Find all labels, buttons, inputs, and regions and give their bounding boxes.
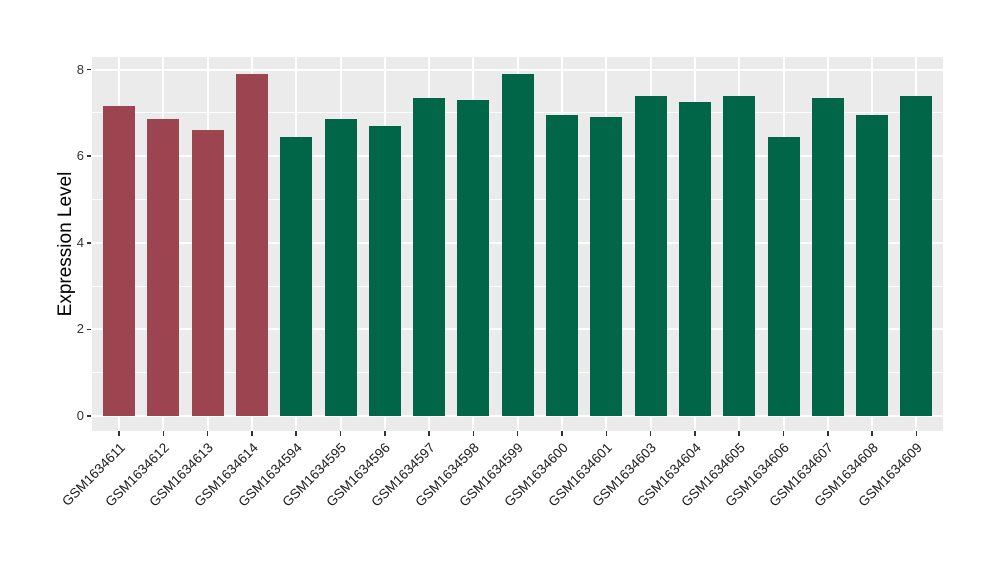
bar-GSM1634612 <box>147 119 180 416</box>
bar-GSM1634605 <box>723 95 756 416</box>
x-tick-mark <box>871 431 873 436</box>
x-tick-mark <box>516 431 519 436</box>
bar-GSM1634597 <box>413 97 446 416</box>
x-tick-mark <box>472 431 475 436</box>
x-tick-mark <box>295 431 297 436</box>
bar-GSM1634608 <box>856 115 889 416</box>
bar-GSM1634594 <box>280 136 313 416</box>
y-tick-mark <box>87 242 91 244</box>
bar-GSM1634599 <box>501 73 534 416</box>
bar-GSM1634613 <box>191 130 224 416</box>
x-tick-mark <box>162 431 165 436</box>
y-tick-mark <box>87 328 91 331</box>
bar-GSM1634614 <box>235 73 268 416</box>
x-tick-mark <box>118 431 120 436</box>
y-tick-label: 2 <box>76 321 84 337</box>
bar-GSM1634609 <box>900 95 933 416</box>
x-tick-mark <box>428 431 430 436</box>
y-tick-label: 8 <box>76 61 84 77</box>
y-tick-label: 0 <box>76 408 84 423</box>
x-tick-mark <box>782 431 785 436</box>
y-tick-mark <box>87 415 91 417</box>
x-tick-mark <box>384 431 386 436</box>
bar-GSM1634606 <box>767 136 800 416</box>
bar-GSM1634600 <box>546 115 578 416</box>
x-tick-mark <box>561 431 563 436</box>
x-tick-mark <box>605 431 608 436</box>
bar-GSM1634611 <box>103 106 135 416</box>
bar-GSM1634603 <box>634 95 667 416</box>
bar-GSM1634607 <box>811 97 844 416</box>
x-tick-mark <box>339 431 342 436</box>
y-tick-mark <box>87 155 91 157</box>
x-tick-mark <box>738 431 740 436</box>
x-tick-mark <box>206 431 209 436</box>
bar-GSM1634595 <box>324 119 357 416</box>
bar-GSM1634604 <box>678 102 711 416</box>
x-tick-mark <box>694 431 696 436</box>
bar-GSM1634598 <box>457 99 490 416</box>
x-tick-mark <box>827 431 829 436</box>
x-tick-mark <box>251 431 253 436</box>
plot-panel <box>92 57 943 431</box>
x-tick-mark <box>915 431 918 436</box>
y-tick-label: 6 <box>76 148 84 164</box>
bar-GSM1634601 <box>590 117 623 416</box>
bar-GSM1634596 <box>368 125 401 416</box>
x-tick-mark <box>649 431 652 436</box>
y-tick-label: 4 <box>76 234 84 250</box>
y-tick-mark <box>87 68 91 71</box>
